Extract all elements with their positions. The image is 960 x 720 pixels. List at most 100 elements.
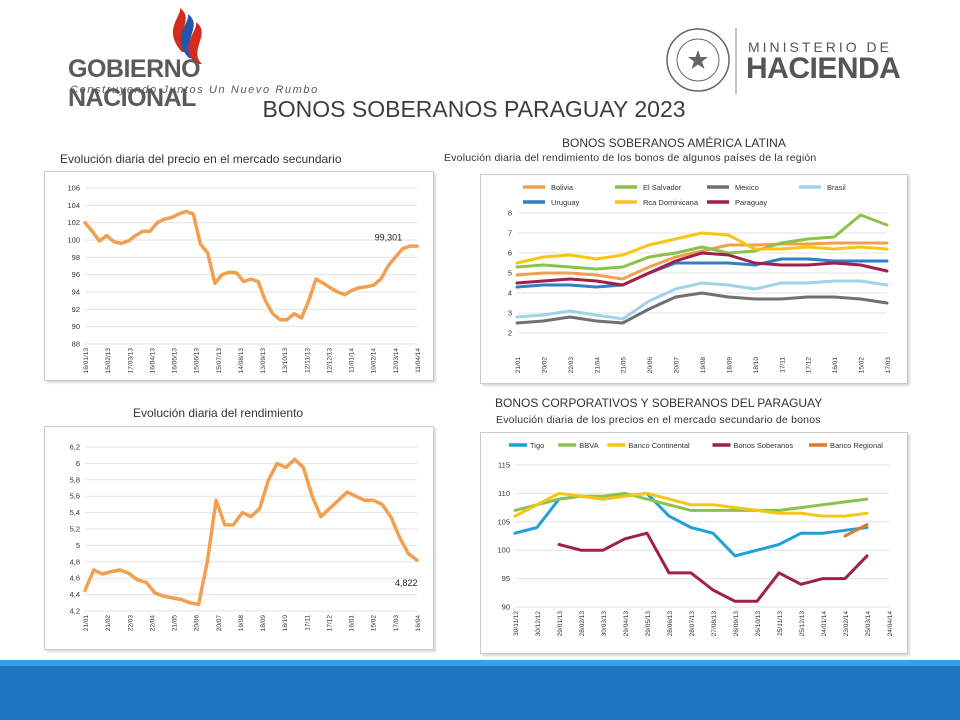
- y-tick-label: 5,8: [70, 475, 80, 484]
- series-line-bolivia: [515, 241, 889, 281]
- x-tick-label: 16/01/13: [83, 348, 90, 374]
- x-tick-label: 20/02: [541, 357, 548, 374]
- x-tick-label: 10/02/14: [371, 348, 378, 374]
- x-tick-label: 15/02: [859, 357, 866, 374]
- x-tick-label: 15/06/13: [194, 348, 201, 374]
- data-label: 99,301: [375, 233, 403, 243]
- x-tick-label: 24/04/14: [887, 611, 894, 637]
- y-tick-label: 4: [508, 289, 512, 298]
- x-tick-label: 17/03: [393, 615, 400, 632]
- page-title: BONOS SOBERANOS PARAGUAY 2023: [262, 96, 686, 122]
- legend-label: BBVA: [579, 441, 598, 450]
- y-tick-label: 6,2: [70, 443, 80, 452]
- yield-chart-title: Evolución diaria del rendimiento: [133, 406, 304, 420]
- y-tick-label: 94: [72, 288, 80, 297]
- corporate-chart-title: BONOS CORPORATIVOS Y SOBERANOS DEL PARAG…: [495, 396, 823, 410]
- yield-chart-panel: 4,2 4,4 4,6 4,8 5 5,2 5,4 5,6 5,8 6 6,2 21/01 21/02 2…: [44, 426, 434, 650]
- y-tick-label: 4,6: [70, 574, 80, 583]
- gobierno-tagline: Construyendo Juntos Un Nuevo Rumbo: [70, 84, 319, 96]
- x-tick-label: 15/07/13: [216, 348, 223, 374]
- x-tick-label: 17/12: [326, 615, 333, 632]
- y-tick-label: 6: [508, 249, 512, 258]
- x-tick-label: 25/12/13: [799, 611, 806, 637]
- footer-bar: [0, 666, 960, 720]
- x-tick-label: 17/11: [304, 615, 311, 631]
- x-tick-label: 15/02/13: [105, 348, 112, 374]
- x-tick-label: 13/09/13: [260, 348, 267, 374]
- x-tick-label: 22/04: [149, 615, 156, 632]
- x-tick-label: 25/03/14: [865, 611, 872, 637]
- y-tick-label: 106: [67, 184, 80, 193]
- x-tick-label: 18/09: [726, 357, 733, 374]
- y-tick-label: 5: [76, 541, 80, 550]
- latam-chart-title: BONOS SOBERANOS AMÉRICA LATINA: [562, 136, 786, 150]
- x-tick-label: 15/02: [371, 615, 378, 632]
- legend-label: Brasil: [827, 183, 846, 192]
- x-tick-label: 19/08: [238, 615, 245, 632]
- latam-chart-subtitle: Evolución diaria del rendimiento de los …: [444, 152, 817, 164]
- y-tick-label: 4,2: [70, 607, 80, 616]
- x-tick-label: 29/04/13: [623, 611, 630, 637]
- y-tick-label: 102: [67, 218, 80, 227]
- footer-accent-line: [0, 660, 960, 667]
- y-tick-label: 5: [508, 269, 512, 278]
- series-line-banco-regional: [843, 523, 869, 538]
- x-tick-label: 18/10: [282, 615, 289, 632]
- x-tick-label: 16/01: [832, 357, 839, 374]
- price-chart-panel: 88 90 92 94 96 98 100 102 104 106 16/01/13 15/02/13…: [44, 171, 434, 381]
- series-line-yield: [83, 457, 419, 607]
- series-line-price: [83, 209, 419, 322]
- x-tick-label: 20/07: [674, 357, 681, 374]
- y-tick-label: 5,6: [70, 492, 80, 501]
- y-tick-label: 96: [72, 270, 80, 279]
- hacienda-label: HACIENDA: [746, 52, 901, 85]
- y-tick-label: 4,4: [70, 590, 80, 599]
- legend-label: Paraguay: [735, 198, 767, 207]
- legend-label: Banco Continental: [628, 441, 690, 450]
- x-tick-label: 28/02/13: [579, 611, 586, 637]
- y-tick-label: 6: [76, 459, 80, 468]
- x-tick-label: 21/01: [515, 357, 522, 374]
- x-tick-label: 30/03/13: [601, 611, 608, 637]
- y-tick-label: 4,8: [70, 557, 80, 566]
- ministerio-label: MINISTERIO DE: [748, 39, 893, 55]
- x-tick-label: 17/12: [806, 357, 813, 374]
- legend-label: El Salvador: [643, 183, 682, 192]
- national-seal-icon: [666, 28, 737, 94]
- y-tick-label: 110: [498, 489, 510, 498]
- y-tick-label: 5,2: [70, 525, 80, 534]
- x-tick-label: 12/11/13: [304, 348, 311, 373]
- y-tick-label: 3: [508, 309, 512, 318]
- series-line-mexico: [515, 291, 889, 325]
- gobierno-nacional-text: GOBIERNO NACIONAL: [68, 55, 201, 112]
- corporate-chart-subtitle: Evolución diaria de los precios en el me…: [496, 414, 821, 426]
- x-tick-label: 20/06: [647, 357, 654, 374]
- gobierno-nacional-logo: GOBIERNO NACIONAL Construyendo Juntos Un…: [62, 8, 322, 112]
- y-tick-label: 115: [498, 461, 510, 470]
- x-tick-label: 24/01/14: [821, 611, 828, 637]
- flag-swoosh-icon: [173, 8, 202, 64]
- legend-label: Bonos Soberanos: [734, 441, 794, 450]
- latam-chart-panel: 2 3 4 5 6 7 8 21/01 20/02 22/03 21/04 21/05 20/06 20/…: [480, 174, 908, 384]
- series-line-brasil: [515, 279, 889, 321]
- x-tick-label: 29/05/13: [645, 611, 652, 637]
- x-tick-label: 21/04: [594, 357, 601, 374]
- series-line-paraguay: [515, 251, 889, 287]
- series-line-uruguay: [515, 257, 889, 289]
- x-tick-label: 27/08/13: [711, 611, 718, 637]
- y-tick-label: 100: [497, 546, 510, 555]
- x-tick-label: 25/11/13: [777, 611, 784, 636]
- x-tick-label: 23/02/14: [843, 611, 850, 637]
- x-tick-label: 22/03: [568, 357, 575, 374]
- x-tick-label: 21/05: [172, 615, 179, 632]
- x-tick-label: 30/12/12: [535, 611, 542, 637]
- x-tick-label: 28/07/13: [689, 611, 696, 637]
- y-tick-label: 105: [497, 517, 510, 526]
- series-line-rca-dominicana: [515, 231, 889, 265]
- ministerio-hacienda-logo: MINISTERIO DE HACIENDA: [662, 22, 902, 102]
- x-tick-label: 13/10/13: [282, 348, 289, 374]
- series-line-banco-continental: [513, 491, 869, 518]
- x-tick-label: 14/08/13: [238, 348, 245, 374]
- x-tick-label: 12/03/14: [393, 348, 400, 374]
- x-tick-label: 19/08: [700, 357, 707, 374]
